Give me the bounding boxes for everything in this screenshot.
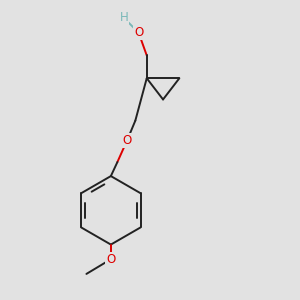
Text: H: H [119, 11, 128, 24]
Text: O: O [122, 134, 132, 147]
Text: O: O [106, 253, 116, 266]
Text: O: O [134, 26, 143, 39]
